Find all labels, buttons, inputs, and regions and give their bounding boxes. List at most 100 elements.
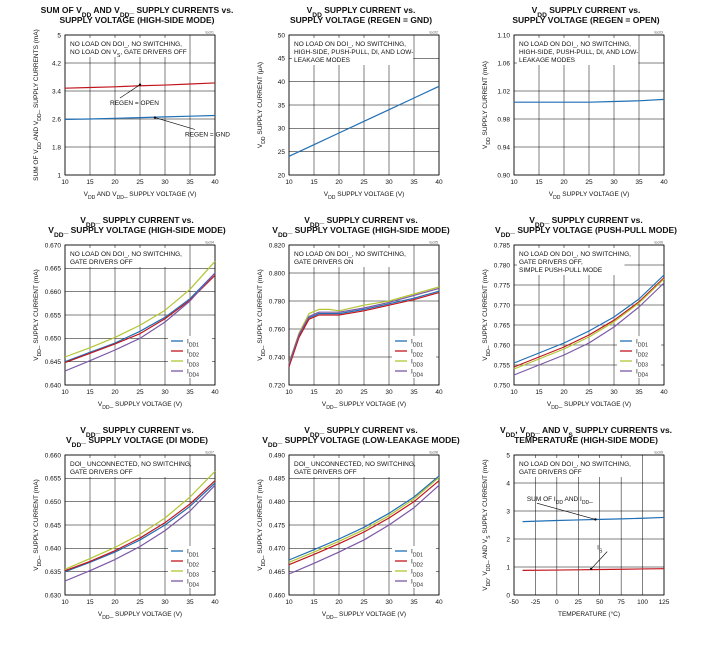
chart-code-label: toc08 — [429, 451, 438, 455]
plot-frame — [64, 34, 216, 176]
series-line-idd4 — [513, 282, 665, 376]
legend-label: IDD3 — [187, 568, 199, 578]
chart-note: SIMPLE PUSH-PULL MODE — [519, 267, 603, 274]
chart-note: LEAKAGE MODES — [294, 57, 351, 64]
plot-frame — [64, 454, 216, 596]
y-tick-label: 2.6 — [52, 116, 61, 123]
x-tick-label: 10 — [285, 389, 293, 396]
notes-backdrop — [517, 248, 625, 275]
y-tick-label: 0.655 — [45, 312, 62, 319]
y-tick-label: 0.750 — [494, 382, 511, 389]
notes-backdrop — [517, 38, 639, 65]
chart-4: VDD_ SUPPLY CURRENT vs.VDD_ SUPPLY VOLTA… — [33, 215, 226, 411]
plot-frame — [288, 34, 440, 176]
y-tick-label: 50 — [278, 32, 286, 39]
y-tick-label: 0.775 — [494, 282, 511, 289]
legend-label: IDD2 — [411, 348, 423, 358]
y-axis-label: VDD, VDD_ AND VS SUPPLY CURRENT (mA) — [482, 459, 492, 590]
chart-note: NO LOAD ON DOI_, NO SWITCHING, — [294, 251, 406, 258]
chart-3: VDD SUPPLY CURRENT vs.SUPPLY VOLTAGE (RE… — [482, 5, 668, 201]
annotation-leader — [119, 84, 141, 99]
legend-label: IDD4 — [411, 578, 423, 588]
x-tick-label: 30 — [385, 389, 393, 396]
y-tick-label: 0.640 — [45, 546, 62, 553]
x-tick-label: 25 — [136, 599, 144, 606]
y-tick-label: 0.475 — [269, 522, 286, 529]
annotation-leader — [590, 551, 608, 570]
chart-title-line: VDD_ SUPPLY CURRENT vs. — [304, 425, 418, 439]
chart-note: DOI_ UNCONNECTED, NO SWITCHING, — [70, 461, 192, 468]
x-tick-label: 25 — [360, 389, 368, 396]
series-line-1 — [64, 114, 216, 120]
notes-backdrop — [517, 458, 625, 477]
series-line-idd1 — [64, 482, 216, 573]
chart-code-label: toc07 — [205, 451, 214, 455]
x-tick-label: 25 — [575, 599, 583, 606]
y-tick-label: 0.760 — [269, 326, 286, 333]
plot-frame — [288, 454, 440, 596]
y-tick-label: 1 — [506, 564, 510, 571]
x-tick-label: 30 — [610, 389, 618, 396]
x-tick-label: 10 — [61, 179, 69, 186]
x-tick-label: 10 — [510, 389, 518, 396]
x-tick-label: 10 — [510, 179, 518, 186]
x-tick-label: 40 — [211, 389, 219, 396]
series-line-idd1 — [64, 272, 216, 363]
y-tick-label: 0.665 — [45, 266, 62, 273]
y-tick-label: 3 — [506, 508, 510, 515]
x-tick-label: 20 — [111, 599, 119, 606]
chart-title-line: VDD_ SUPPLY VOLTAGE (DI MODE) — [66, 435, 208, 449]
annotation-arrowhead — [153, 116, 157, 119]
series-line-0 — [522, 516, 665, 523]
series-line-idd1 — [288, 290, 440, 366]
y-tick-label: 0.785 — [494, 242, 511, 249]
series-line-1 — [522, 568, 665, 571]
x-axis-label: VDD_ SUPPLY VOLTAGE (V) — [98, 401, 182, 411]
notes-backdrop — [68, 38, 183, 57]
y-tick-label: 0.755 — [494, 362, 511, 369]
x-axis-label: VDD AND VDD_ SUPPLY VOLTAGE (V) — [84, 191, 197, 201]
series-line-idd1 — [288, 475, 440, 561]
x-tick-label: 15 — [310, 599, 318, 606]
chart-title-line: VDD_ SUPPLY CURRENT vs. — [529, 215, 643, 229]
legend-label: IDD3 — [187, 358, 199, 368]
x-tick-label: 50 — [596, 599, 604, 606]
x-tick-label: 25 — [360, 179, 368, 186]
y-tick-label: 0.800 — [269, 270, 286, 277]
notes-backdrop — [292, 248, 400, 267]
legend-label: IDD4 — [187, 368, 199, 378]
legend-label: IDD4 — [187, 578, 199, 588]
y-tick-label: 1.10 — [497, 32, 510, 39]
x-axis-label: VDD_ SUPPLY VOLTAGE (V) — [98, 611, 182, 621]
x-tick-label: 15 — [535, 389, 543, 396]
chart-code-label: toc02 — [429, 31, 438, 35]
series-line-idd3 — [288, 476, 440, 563]
legend-label: IDD2 — [411, 558, 423, 568]
chart-title-line: VDD_ SUPPLY VOLTAGE (LOW-LEAKAGE MODE) — [262, 435, 460, 449]
x-axis-label: VDD SUPPLY VOLTAGE (V) — [324, 191, 405, 201]
y-tick-label: 0.670 — [45, 242, 62, 249]
series-line-idd2 — [64, 480, 216, 572]
y-axis-label: VDD SUPPLY CURRENT (mA) — [482, 61, 492, 149]
y-tick-label: 5 — [506, 452, 510, 459]
y-tick-label: 0.780 — [494, 262, 511, 269]
series-line-0 — [514, 98, 665, 103]
series-line-idd2 — [288, 292, 440, 367]
series-line-idd1 — [513, 274, 665, 364]
legend-label: IDD3 — [636, 358, 648, 368]
chart-note: NO LOAD ON DOI_, NO SWITCHING, — [519, 251, 631, 258]
y-tick-label: 1.8 — [52, 144, 61, 151]
y-axis-label: VDD_ SUPPLY CURRENT (mA) — [33, 269, 43, 360]
y-tick-label: 0.94 — [497, 144, 510, 151]
x-tick-label: 30 — [161, 389, 169, 396]
x-tick-label: 15 — [310, 389, 318, 396]
series-line-idd3 — [64, 470, 216, 570]
x-tick-label: 125 — [659, 599, 670, 606]
chart-2: VDD SUPPLY CURRENT vs.SUPPLY VOLTAGE (RE… — [257, 5, 443, 201]
x-tick-label: 30 — [610, 179, 618, 186]
legend-label: IDD1 — [187, 548, 199, 558]
x-axis-label: VDD SUPPLY VOLTAGE (V) — [549, 191, 630, 201]
chart-code-label: toc01 — [205, 31, 214, 35]
x-tick-label: 40 — [211, 179, 219, 186]
